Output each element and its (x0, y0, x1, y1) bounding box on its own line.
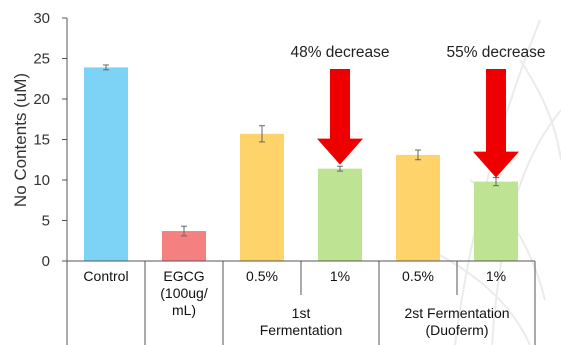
leaf-stroke (454, 19, 541, 345)
y-tick-label: 20 (33, 91, 50, 108)
annotation-text: 55% decrease (446, 44, 545, 61)
bar (396, 154, 440, 261)
category-labels: Control EGCG (100ug/mL) 0.5% 1% 0.5% 1% 1st Ferm… (83, 268, 509, 338)
bar (240, 133, 284, 261)
x-category-label: Control (83, 268, 128, 284)
axes: 0 5 10 15 20 25 30 (33, 10, 536, 345)
y-tick-label: 5 (42, 213, 50, 230)
annotations: 48% decrease 55% decrease (290, 44, 546, 178)
bar (474, 181, 518, 261)
group-label: 2st Fermentation (Duoferm) (404, 305, 509, 338)
x-category-label: 1% (330, 268, 350, 284)
y-tick-label: 10 (33, 172, 50, 189)
bar (318, 168, 362, 261)
annotation-text: 48% decrease (290, 44, 389, 61)
bar (84, 67, 128, 261)
y-axis-title: No Contents (uM) (11, 73, 30, 207)
x-category-label: 1% (486, 268, 506, 284)
x-category-label: EGCG (100ug/mL) (160, 268, 208, 318)
x-category-label: 0.5% (246, 268, 278, 284)
y-tick-label: 15 (33, 132, 50, 149)
bars (84, 64, 518, 261)
group-label: 1st Fermentation (260, 305, 342, 338)
y-tick-label: 0 (42, 253, 50, 270)
leaf-stroke (519, 59, 561, 161)
leaf-stroke (429, 249, 531, 345)
decrease-arrow-icon (473, 69, 519, 178)
y-tick-label: 30 (33, 10, 50, 27)
y-tick-label: 25 (33, 51, 50, 68)
decrease-arrow-icon (317, 69, 363, 165)
x-category-label: 0.5% (402, 268, 434, 284)
